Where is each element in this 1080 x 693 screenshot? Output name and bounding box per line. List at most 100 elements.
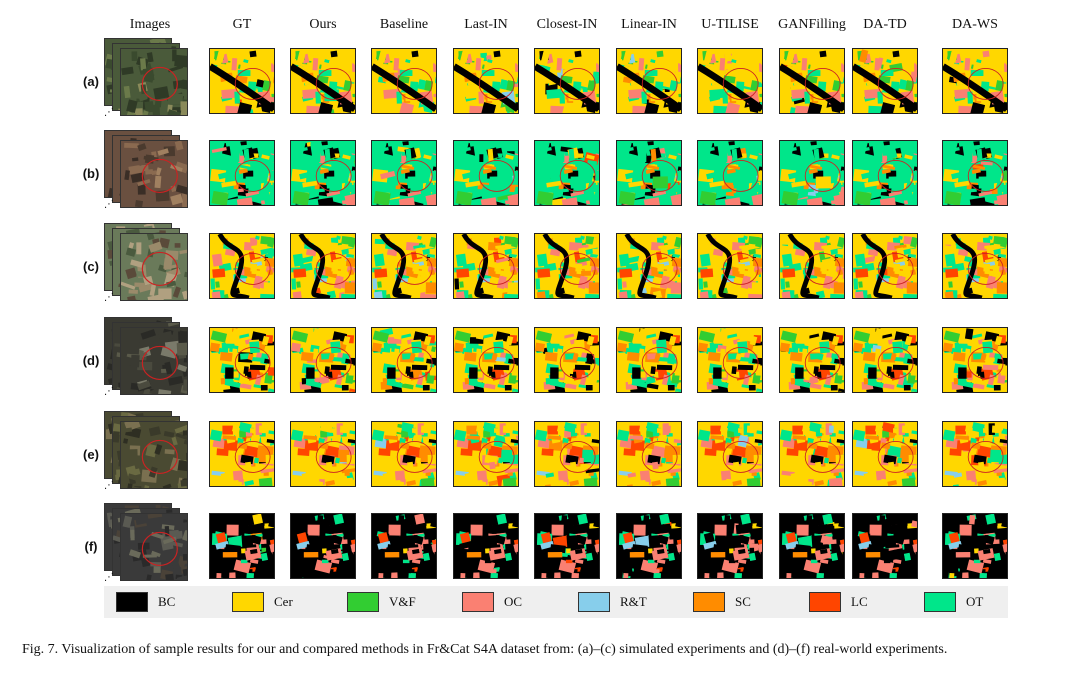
segmentation-map <box>616 327 682 393</box>
segmentation-map <box>697 421 763 487</box>
segmentation-map <box>852 421 918 487</box>
legend-label: LC <box>851 594 868 609</box>
segmentation-map <box>453 421 519 487</box>
segmentation-map <box>453 327 519 393</box>
segmentation-map <box>942 421 1008 487</box>
segmentation-map <box>616 233 682 299</box>
segmentation-map <box>942 48 1008 114</box>
segmentation-map <box>371 48 437 114</box>
segmentation-map <box>290 513 356 579</box>
ellipsis-icon: ⋰ <box>104 572 114 583</box>
segmentation-map <box>942 513 1008 579</box>
segmentation-map <box>779 233 845 299</box>
segmentation-map <box>290 233 356 299</box>
segmentation-map <box>290 327 356 393</box>
legend-swatch <box>462 592 494 612</box>
segmentation-map <box>779 140 845 206</box>
segmentation-map <box>697 140 763 206</box>
ellipsis-icon: ⋰ <box>104 386 114 397</box>
satellite-image-layer <box>120 513 188 581</box>
ellipsis-icon: ⋰ <box>104 107 114 118</box>
segmentation-map <box>209 513 275 579</box>
row-label: (b) <box>82 166 100 181</box>
segmentation-map <box>371 233 437 299</box>
legend-swatch <box>347 592 379 612</box>
input-image-stack: ⋰ <box>104 411 194 493</box>
column-header-ours: Ours <box>309 17 337 32</box>
segmentation-map <box>290 140 356 206</box>
segmentation-map <box>534 421 600 487</box>
satellite-image-layer <box>120 327 188 395</box>
satellite-image-layer <box>120 233 188 301</box>
legend-swatch <box>116 592 148 612</box>
segmentation-map <box>852 48 918 114</box>
legend-swatch <box>924 592 956 612</box>
input-image-stack: ⋰ <box>104 38 194 120</box>
row-label: (c) <box>83 259 99 274</box>
legend-label: V&F <box>389 594 416 609</box>
legend: BC Cer V&F OC R&T SC LC OT <box>104 586 1008 618</box>
segmentation-map <box>697 327 763 393</box>
segmentation-map <box>209 140 275 206</box>
segmentation-map <box>942 327 1008 393</box>
column-header-images: Images <box>129 17 171 32</box>
satellite-image-layer <box>120 421 188 489</box>
legend-label: SC <box>735 594 751 609</box>
segmentation-map <box>290 421 356 487</box>
segmentation-map <box>453 513 519 579</box>
column-header-u-tilise: U-TILISE <box>701 17 759 32</box>
column-header-da-ws: DA-WS <box>952 17 998 32</box>
segmentation-map <box>453 48 519 114</box>
input-image-stack: ⋰ <box>104 130 194 212</box>
segmentation-map <box>697 233 763 299</box>
column-header-baseline: Baseline <box>379 17 429 32</box>
legend-swatch <box>693 592 725 612</box>
segmentation-map <box>616 513 682 579</box>
satellite-image-layer <box>120 140 188 208</box>
input-image-stack: ⋰ <box>104 223 194 305</box>
ellipsis-icon: ⋰ <box>104 292 114 303</box>
segmentation-map <box>209 327 275 393</box>
segmentation-map <box>534 327 600 393</box>
segmentation-map <box>942 140 1008 206</box>
segmentation-map <box>779 421 845 487</box>
segmentation-map <box>534 48 600 114</box>
segmentation-map <box>852 327 918 393</box>
segmentation-map <box>534 140 600 206</box>
segmentation-map <box>852 513 918 579</box>
segmentation-map <box>852 140 918 206</box>
legend-label: OC <box>504 594 523 609</box>
segmentation-map <box>616 421 682 487</box>
segmentation-map <box>209 421 275 487</box>
column-header-gt: GT <box>232 17 252 32</box>
column-header-ganfilling: GANFilling <box>778 17 846 32</box>
segmentation-map <box>779 327 845 393</box>
row-label: (f) <box>84 539 98 554</box>
legend-swatch <box>809 592 841 612</box>
segmentation-map <box>779 48 845 114</box>
segmentation-map <box>371 140 437 206</box>
column-header-last-in: Last-IN <box>464 17 508 32</box>
row-label: (e) <box>83 447 99 462</box>
segmentation-map <box>453 140 519 206</box>
segmentation-map <box>697 48 763 114</box>
segmentation-map <box>779 513 845 579</box>
ellipsis-icon: ⋰ <box>104 480 114 491</box>
legend-label: Cer <box>274 594 293 609</box>
segmentation-map <box>534 233 600 299</box>
segmentation-map <box>852 233 918 299</box>
segmentation-map <box>616 140 682 206</box>
legend-swatch <box>578 592 610 612</box>
segmentation-map <box>371 327 437 393</box>
segmentation-map <box>534 513 600 579</box>
segmentation-map <box>209 48 275 114</box>
segmentation-map <box>371 421 437 487</box>
input-image-stack: ⋰ <box>104 503 194 585</box>
legend-label: R&T <box>620 594 647 609</box>
row-label: (a) <box>83 74 99 89</box>
legend-label: OT <box>966 594 984 609</box>
column-header-da-td: DA-TD <box>863 17 907 32</box>
segmentation-map <box>616 48 682 114</box>
legend-label: BC <box>158 594 176 609</box>
satellite-image-layer <box>120 48 188 116</box>
